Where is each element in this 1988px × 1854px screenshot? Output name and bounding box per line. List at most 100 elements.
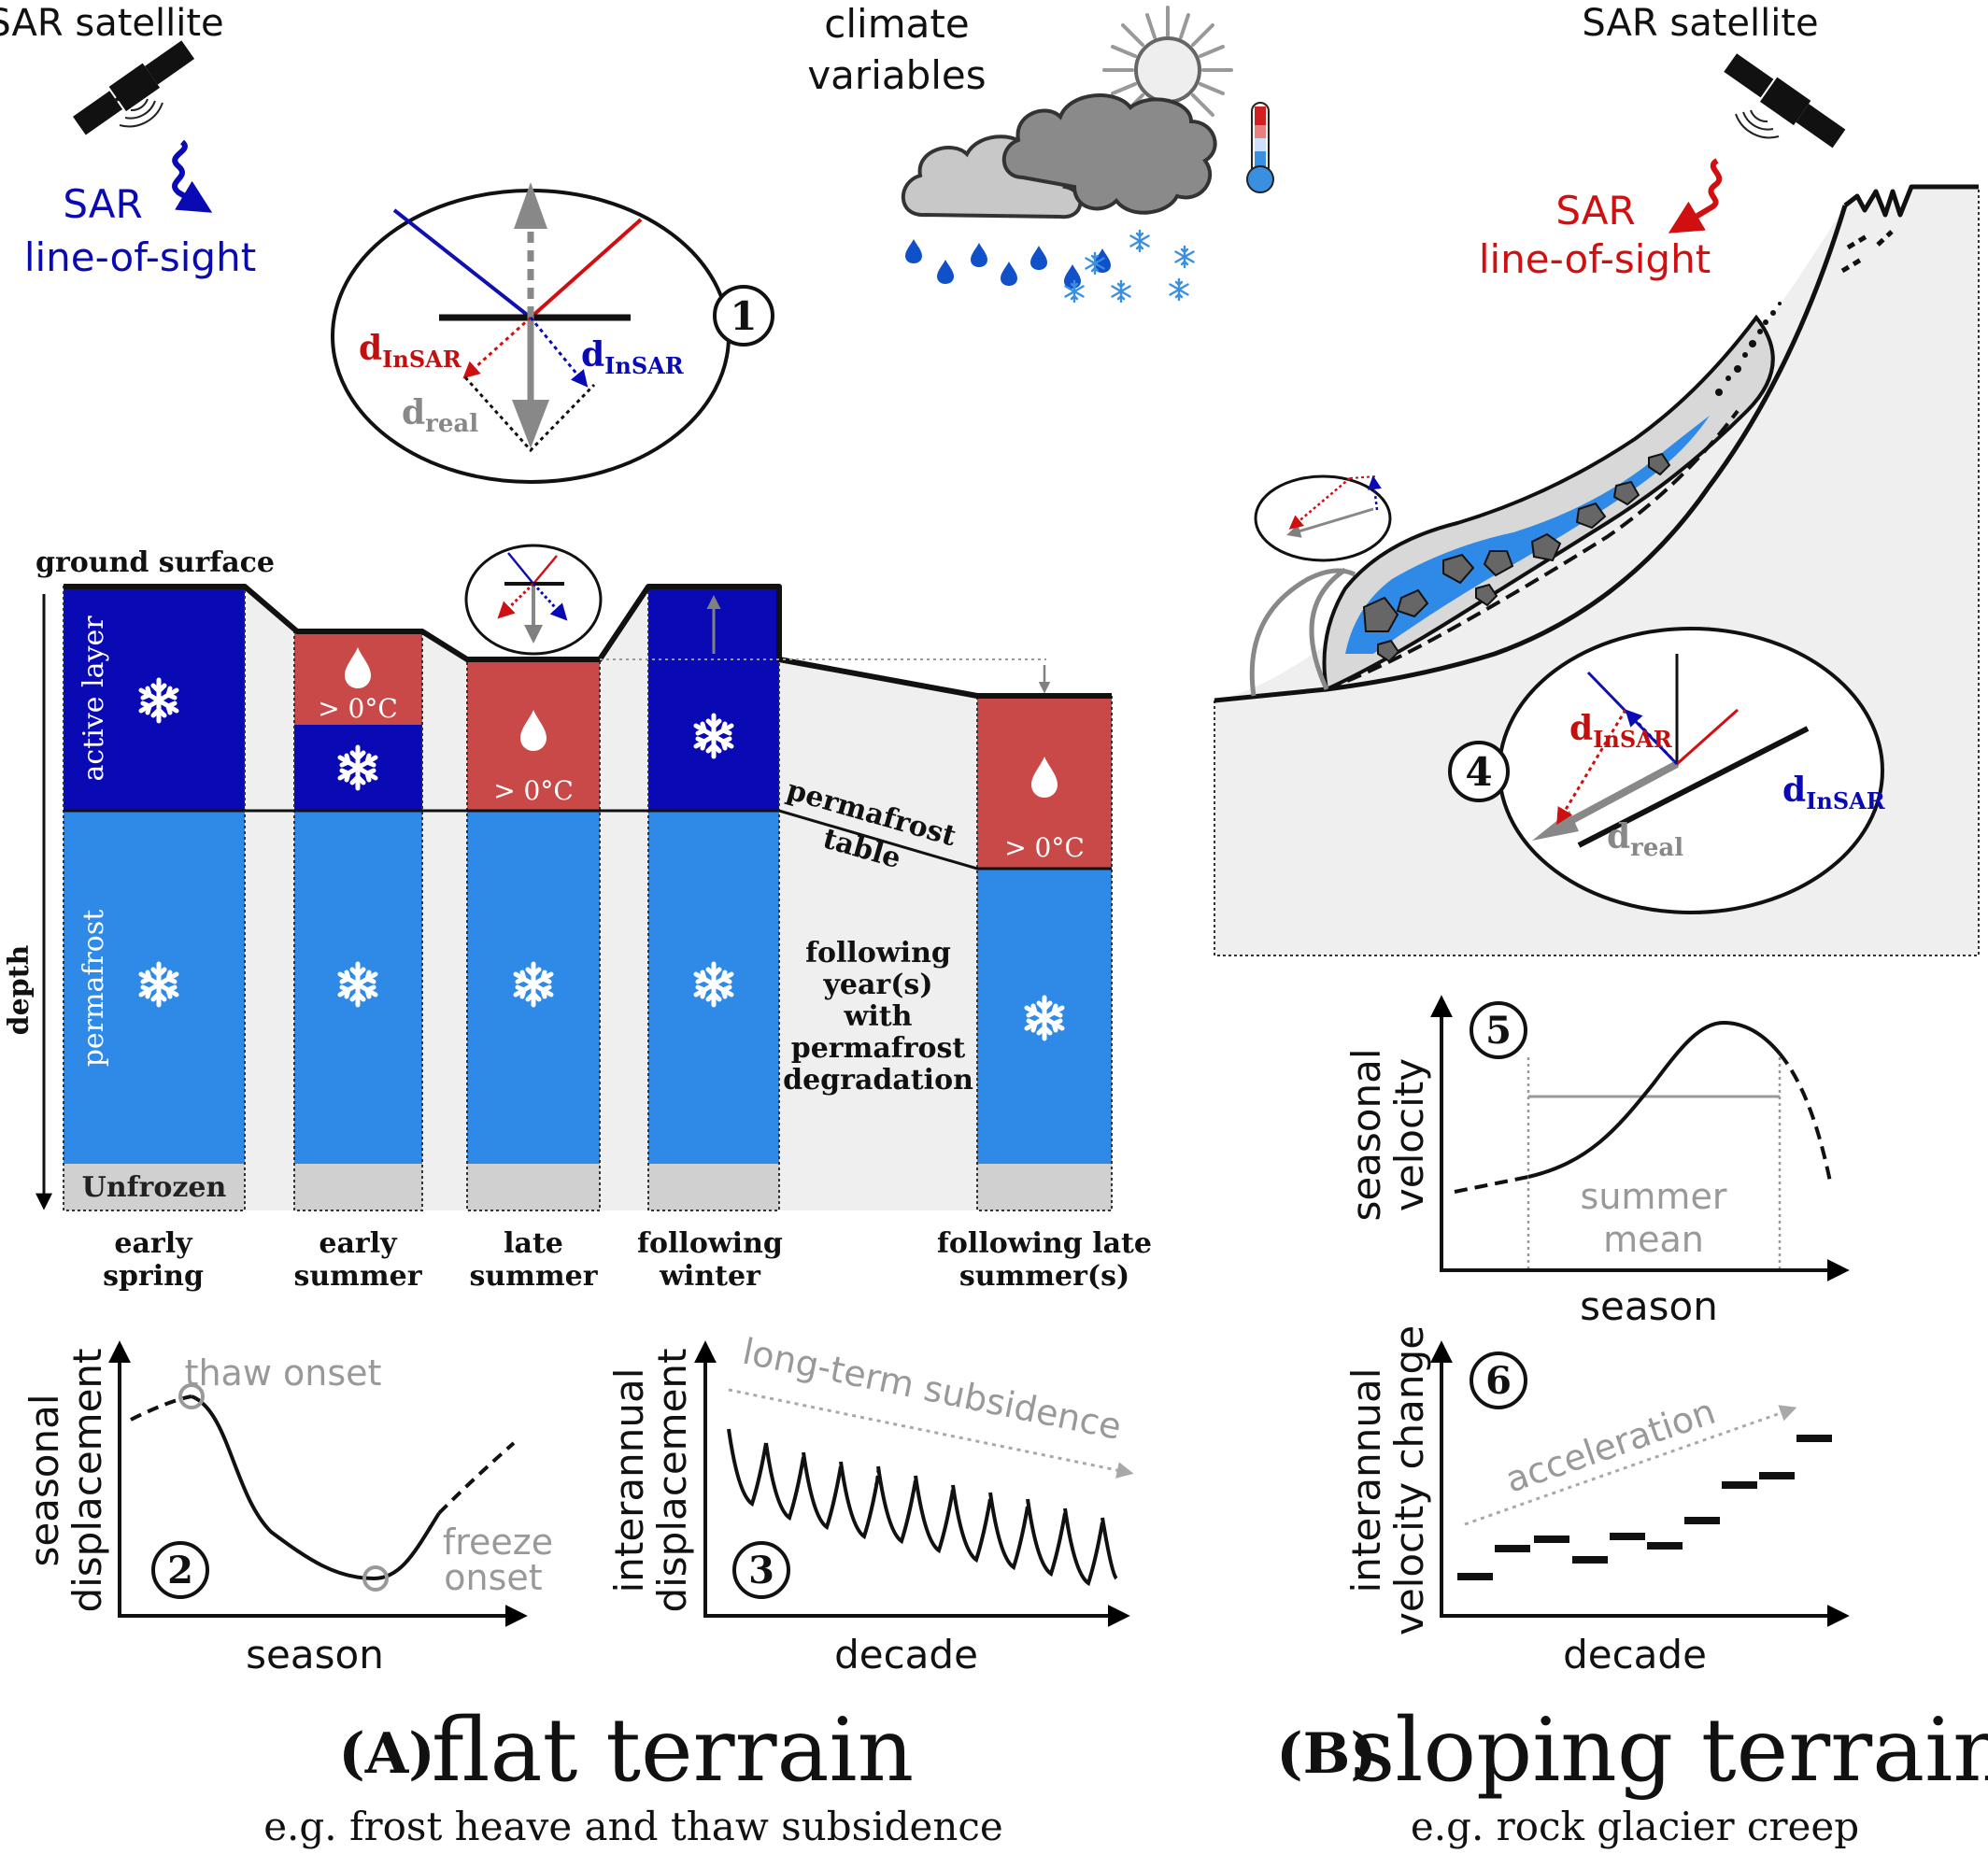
- p3-trend-label: long-term subsidence: [739, 1331, 1125, 1448]
- depth-label: depth: [3, 944, 36, 1035]
- flat-terrain-panel: ground surface depth active layer permaf…: [3, 544, 1152, 1293]
- los-right-2: line-of-sight: [1479, 236, 1711, 282]
- number-6: 6: [1485, 1359, 1512, 1403]
- following-years-1: following: [805, 937, 951, 969]
- following-years-4: permafrost: [791, 1032, 966, 1065]
- p2-thaw-label: thaw onset: [185, 1352, 382, 1394]
- following-years-3: with: [844, 1000, 913, 1033]
- title-a-label: (A): [338, 1721, 434, 1787]
- inset1-dinsar-red: d: [359, 329, 382, 368]
- unfrozen-label: Unfrozen: [82, 1171, 227, 1204]
- number-3: 3: [748, 1549, 774, 1592]
- svg-text:dreal: dreal: [1607, 817, 1683, 862]
- sat-left-label: SAR satellite: [0, 2, 224, 45]
- inset1-dinsar-blue-sub: InSAR: [604, 352, 685, 379]
- cloud-dark-icon: [1001, 93, 1217, 215]
- active-layer-label: active layer: [78, 616, 110, 782]
- p6-xlabel: decade: [1563, 1632, 1707, 1677]
- p2-ylabel-2: displacement: [64, 1348, 110, 1612]
- inset1-dreal: d: [402, 393, 425, 432]
- plot-2: thaw onset freeze onset seasonal displac…: [21, 1340, 553, 1677]
- number-5: 5: [1485, 1009, 1512, 1053]
- col-label-1a: early: [114, 1227, 193, 1260]
- col-label-3a: late: [504, 1227, 563, 1260]
- p5-mean-label-2: mean: [1603, 1219, 1704, 1260]
- inset4-dreal: d: [1607, 817, 1630, 856]
- ground-surface-label: ground surface: [36, 546, 275, 579]
- signal-waves-left-icon: [119, 98, 163, 128]
- los-left-wave-arrow: [172, 139, 213, 213]
- signal-waves-right-icon: [1735, 109, 1780, 139]
- satellite-right-icon: [1724, 53, 1846, 149]
- los-right-wave-arrow: [1668, 158, 1723, 234]
- p5-mean-label-1: summer: [1581, 1176, 1727, 1217]
- plot-5: summer mean seasonal velocity season 5: [1343, 995, 1850, 1329]
- col-label-5a: following late: [937, 1227, 1152, 1260]
- p6-ylabel-2: velocity change: [1386, 1325, 1432, 1635]
- title-a: flat terrain: [432, 1700, 914, 1802]
- inset4-dinsar-red: d: [1569, 709, 1593, 748]
- sloping-terrain-panel: dInSAR dInSAR dreal 4: [1214, 184, 1980, 956]
- p5-ylabel-1: seasonal: [1343, 1048, 1389, 1221]
- svg-text:dreal: dreal: [402, 393, 478, 438]
- p3-ylabel-1: interannual: [606, 1368, 652, 1593]
- subtitle-b: e.g. rock glacier creep: [1411, 1804, 1859, 1849]
- inset-4: dInSAR dInSAR dreal 4: [1448, 627, 1886, 914]
- inset1-dinsar-blue: d: [581, 335, 604, 375]
- satellite-left-icon: [72, 40, 195, 135]
- permafrost-label: permafrost: [78, 910, 110, 1068]
- los-left-2: line-of-sight: [24, 234, 256, 280]
- sat-right-label: SAR satellite: [1582, 2, 1818, 45]
- climate-label-1: climate: [824, 1, 969, 47]
- svg-text:dInSAR: dInSAR: [581, 335, 685, 379]
- los-right-1: SAR: [1555, 188, 1635, 234]
- col-label-4b: winter: [659, 1260, 761, 1293]
- inset4-dinsar-blue: d: [1782, 771, 1806, 810]
- inset4-dinsar-red-sub: InSAR: [1593, 726, 1673, 753]
- number-4: 4: [1465, 749, 1492, 795]
- inset-1: dInSAR dInSAR dreal 1: [331, 182, 774, 484]
- above-zero-label: > 0°C: [318, 693, 398, 724]
- los-left-1: SAR: [63, 181, 142, 227]
- snow-icon: [1064, 229, 1195, 304]
- inset-small-slope: [1254, 474, 1392, 562]
- title-b: sloping terrain: [1350, 1700, 1988, 1802]
- above-zero-label: > 0°C: [1004, 832, 1085, 863]
- thermometer-icon: [1246, 102, 1274, 193]
- rain-icon: [905, 239, 1111, 289]
- inset1-dreal-sub: real: [425, 410, 478, 438]
- subtitle-a: e.g. frost heave and thaw subsidence: [263, 1804, 1003, 1849]
- p6-ylabel-1: interannual: [1343, 1368, 1389, 1593]
- inset4-dinsar-blue-sub: InSAR: [1806, 787, 1886, 814]
- p5-ylabel-2: velocity: [1386, 1058, 1432, 1211]
- inset-small-flat: [464, 544, 603, 656]
- following-years-2: year(s): [822, 969, 932, 1001]
- p3-xlabel: decade: [834, 1632, 978, 1677]
- svg-text:dInSAR: dInSAR: [1569, 709, 1673, 753]
- col-label-1b: spring: [103, 1260, 204, 1293]
- col-label-2b: summer: [293, 1260, 422, 1293]
- svg-text:dInSAR: dInSAR: [359, 329, 462, 373]
- p2-xlabel: season: [246, 1632, 384, 1677]
- inset1-dinsar-red-sub: InSAR: [382, 346, 462, 373]
- climate-label-2: variables: [807, 52, 986, 98]
- following-years-5: degradation: [783, 1064, 973, 1097]
- col-label-4a: following: [637, 1227, 783, 1260]
- number-2: 2: [167, 1549, 193, 1592]
- above-zero-label: > 0°C: [493, 775, 574, 806]
- p3-ylabel-2: displacement: [649, 1348, 695, 1612]
- plot-3: long-term subsidence interannual displac…: [606, 1331, 1134, 1677]
- col-label-2a: early: [319, 1227, 398, 1260]
- col-label-3b: summer: [469, 1260, 598, 1293]
- p2-freeze-label-2: onset: [444, 1557, 542, 1598]
- p2-ylabel-1: seasonal: [21, 1394, 67, 1566]
- p5-xlabel: season: [1580, 1283, 1718, 1329]
- inset4-dreal-sub: real: [1630, 834, 1683, 862]
- title-b-label: (B): [1276, 1721, 1377, 1787]
- col-label-5b: summer(s): [959, 1260, 1129, 1293]
- p2-freeze-label-1: freeze: [443, 1521, 553, 1563]
- plot-6: acceleration interannual velocity change…: [1343, 1325, 1850, 1677]
- number-1: 1: [730, 293, 757, 339]
